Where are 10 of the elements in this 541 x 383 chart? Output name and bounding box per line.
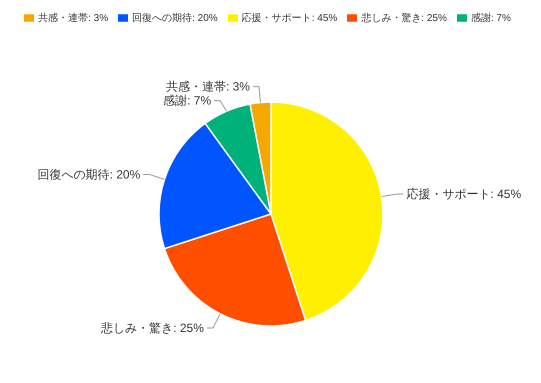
slice-label: 悲しみ・驚き: 25% (100, 321, 204, 336)
legend-label: 応援・サポート: 45% (242, 13, 338, 24)
slice-label: 感謝: 7% (163, 94, 212, 108)
legend-label: 悲しみ・驚き: 25% (361, 13, 447, 24)
slice-label: 回復への期待: 20% (38, 167, 141, 182)
legend-label: 感謝: 7% (470, 13, 511, 24)
slice-label: 応援・サポート: 45% (406, 186, 522, 201)
slice-label: 共感・連帯: 3% (166, 80, 250, 94)
legend-label: 回復への期待: 20% (132, 13, 218, 24)
legend-label: 共感・連帯: 3% (38, 13, 108, 24)
